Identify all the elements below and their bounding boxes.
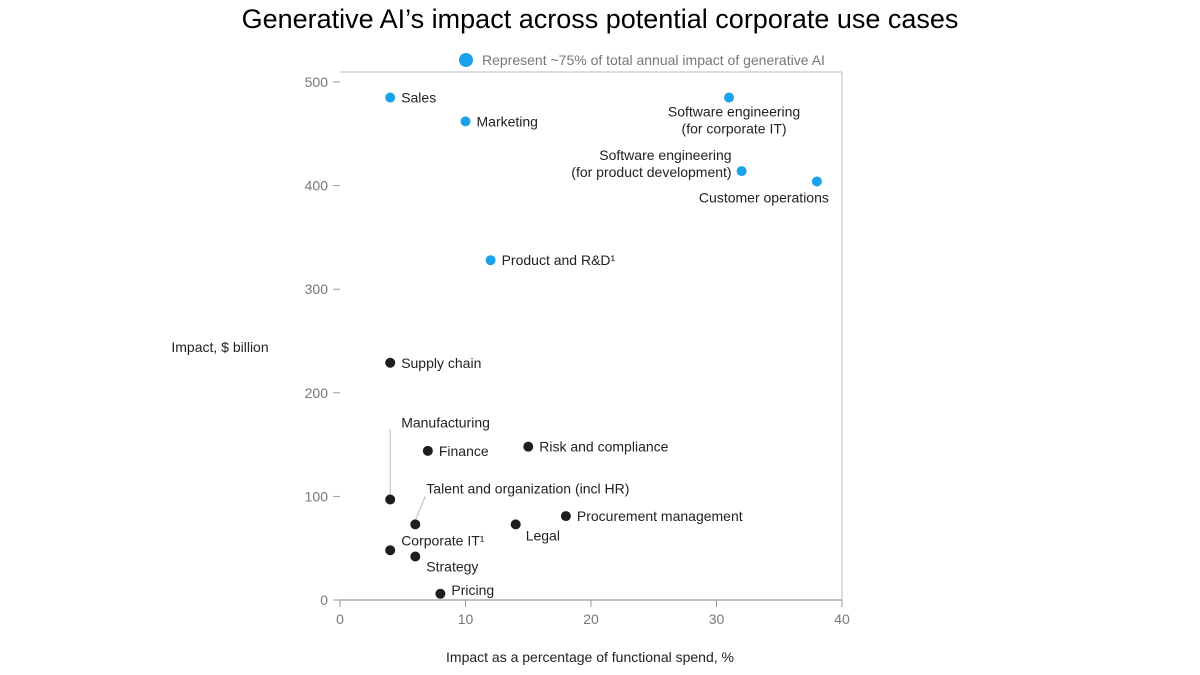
legend-label: Represent ~75% of total annual impact of… <box>482 52 825 68</box>
leader-line <box>414 496 426 521</box>
x-axis-label: Impact as a percentage of functional spe… <box>446 649 734 665</box>
y-tick-label: 400 <box>305 178 329 194</box>
data-label: Finance <box>439 443 489 459</box>
data-label: Corporate IT¹ <box>401 532 485 548</box>
data-label: Talent and organization (incl HR) <box>426 480 629 496</box>
data-label: Legal <box>526 527 560 543</box>
data-point <box>385 545 396 556</box>
data-label: Strategy <box>426 558 478 574</box>
data-point <box>724 92 735 103</box>
data-point <box>736 166 747 177</box>
y-tick-label: 300 <box>305 281 329 297</box>
data-point <box>410 519 421 530</box>
x-tick-label: 20 <box>583 611 599 627</box>
data-point <box>435 588 446 599</box>
data-point <box>385 357 396 368</box>
data-label: Software engineering (for product develop… <box>571 147 731 180</box>
y-tick-label: 500 <box>305 74 329 90</box>
data-label: Risk and compliance <box>539 439 668 455</box>
data-label: Supply chain <box>401 355 481 371</box>
data-point <box>410 551 421 562</box>
data-point <box>460 116 471 127</box>
data-label: Pricing <box>451 582 494 598</box>
data-point <box>523 441 534 452</box>
y-tick-label: 100 <box>305 488 329 504</box>
data-label: Sales <box>401 90 436 106</box>
y-tick-label: 0 <box>320 592 328 608</box>
x-tick-label: 40 <box>834 611 850 627</box>
data-label: Procurement management <box>577 508 743 524</box>
data-point <box>510 519 521 530</box>
data-label: Manufacturing <box>401 415 490 431</box>
x-tick-label: 30 <box>709 611 725 627</box>
data-label: Software engineering (for corporate IT) <box>668 104 800 137</box>
data-point <box>560 511 571 522</box>
data-point <box>385 92 396 103</box>
legend-marker <box>459 53 473 67</box>
y-tick-label: 200 <box>305 385 329 401</box>
data-label: Product and R&D¹ <box>502 252 616 268</box>
data-label: Marketing <box>477 113 538 129</box>
x-tick-label: 0 <box>336 611 344 627</box>
y-axis-label: Impact, $ billion <box>171 339 268 355</box>
data-label: Customer operations <box>699 189 829 205</box>
data-point <box>385 494 396 505</box>
x-tick-label: 10 <box>458 611 474 627</box>
data-point <box>485 255 496 266</box>
data-point <box>811 176 822 187</box>
chart-title: Generative AI’s impact across potential … <box>241 4 959 34</box>
data-point <box>422 445 433 456</box>
